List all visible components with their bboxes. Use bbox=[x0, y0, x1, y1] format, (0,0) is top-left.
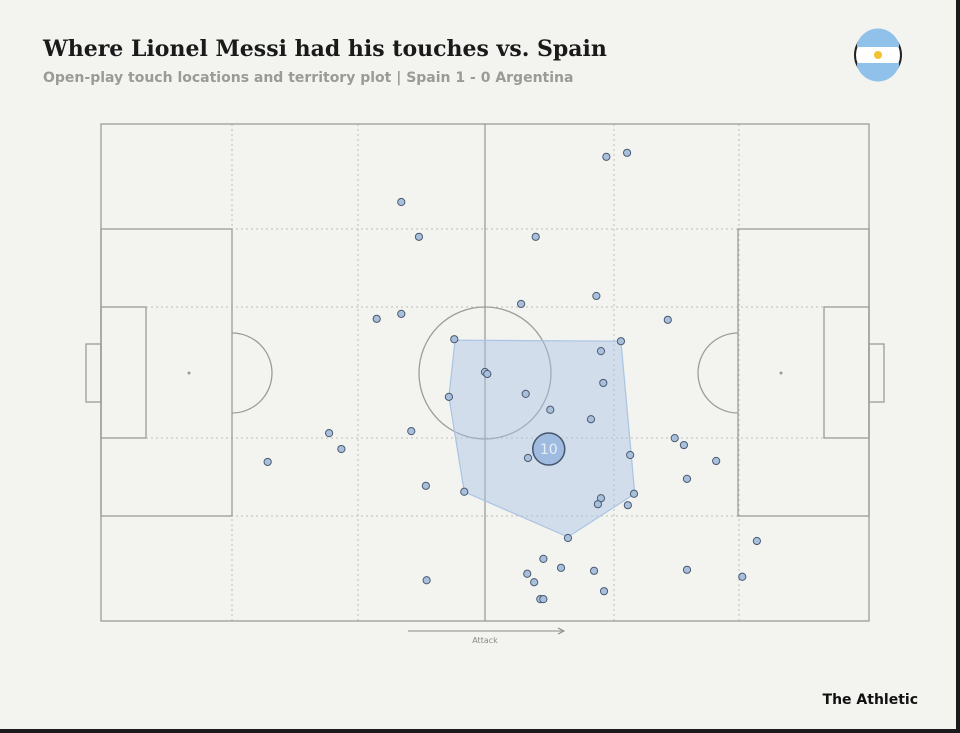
touch-point bbox=[397, 197, 406, 207]
touch-point bbox=[623, 501, 632, 510]
touch-point bbox=[539, 595, 548, 604]
touch-point bbox=[523, 453, 533, 463]
touch-point bbox=[539, 554, 548, 563]
touch-point bbox=[324, 429, 334, 438]
touch-point bbox=[738, 572, 747, 581]
chart-subtitle: Open-play touch locations and territory … bbox=[43, 70, 573, 86]
average-label: 10 bbox=[540, 442, 558, 458]
touch-point bbox=[421, 481, 430, 490]
touch-point bbox=[593, 500, 602, 509]
touch-point bbox=[596, 347, 606, 356]
touch-point bbox=[602, 152, 611, 161]
touch-point bbox=[521, 389, 530, 398]
touch-point bbox=[670, 434, 679, 443]
touch-point bbox=[629, 489, 639, 498]
touch-point bbox=[599, 378, 608, 388]
touch-point bbox=[263, 457, 272, 467]
flag bbox=[854, 28, 902, 82]
touch-point bbox=[414, 232, 424, 241]
direction-label: Attack bbox=[472, 636, 498, 645]
touch-point bbox=[460, 487, 469, 496]
touch-point bbox=[397, 309, 406, 318]
touch-point bbox=[712, 456, 721, 466]
touch-point bbox=[626, 450, 635, 460]
pitch bbox=[85, 123, 885, 635]
touch-point bbox=[483, 369, 492, 379]
touch-point bbox=[589, 566, 599, 575]
touch-point bbox=[592, 291, 601, 301]
touch-point bbox=[563, 533, 573, 543]
touch-point bbox=[663, 315, 672, 324]
touch-point bbox=[337, 444, 346, 454]
touch-point bbox=[586, 415, 596, 424]
touch-point bbox=[516, 299, 526, 309]
average-position bbox=[531, 432, 566, 466]
touch-point bbox=[752, 536, 761, 546]
touch-point bbox=[622, 148, 632, 157]
source-logo: The Athletic bbox=[823, 692, 918, 708]
touch-point bbox=[407, 427, 416, 436]
touch-point bbox=[450, 335, 459, 344]
chart-title: Where Lionel Messi had his touches vs. S… bbox=[42, 36, 607, 62]
touch-point bbox=[546, 405, 555, 414]
touch-point bbox=[682, 565, 692, 574]
touch-point bbox=[616, 337, 626, 346]
touch-point bbox=[530, 578, 539, 587]
touch-point bbox=[444, 392, 454, 401]
touch-point bbox=[523, 569, 532, 578]
touch-point bbox=[372, 314, 381, 323]
touch-point bbox=[679, 440, 689, 450]
touch-point bbox=[422, 576, 431, 585]
touch-point bbox=[599, 587, 609, 596]
touch-point bbox=[531, 232, 540, 241]
touch-point bbox=[682, 474, 692, 483]
touch-point bbox=[556, 563, 566, 572]
